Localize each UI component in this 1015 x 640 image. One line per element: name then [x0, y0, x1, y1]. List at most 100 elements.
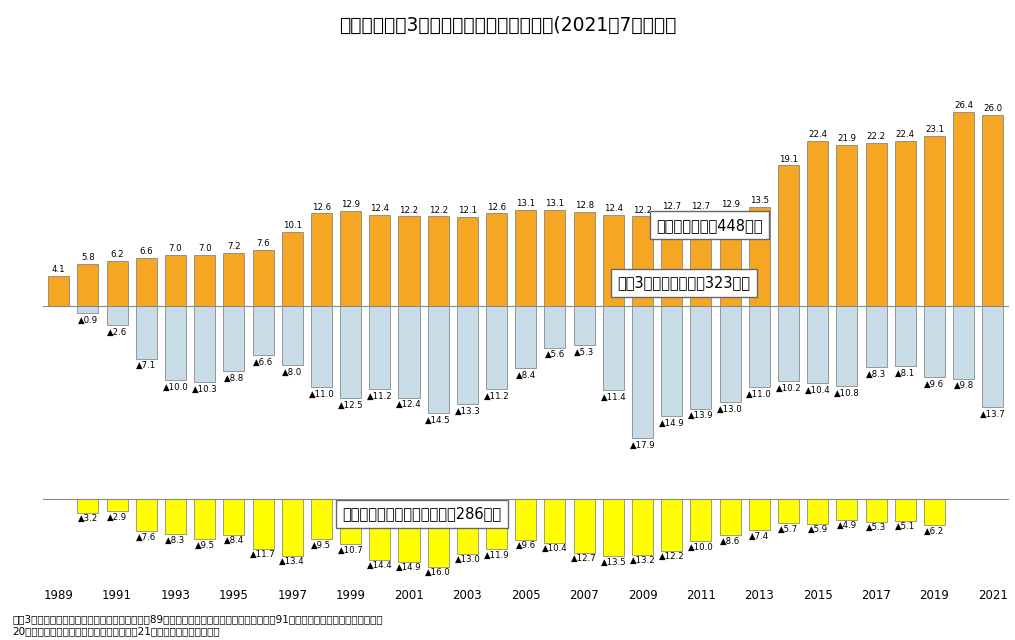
- Text: ▲5.3: ▲5.3: [866, 523, 886, 532]
- Text: ▲11.7: ▲11.7: [250, 550, 276, 559]
- Bar: [573, 307, 595, 346]
- Bar: [223, 499, 245, 534]
- Text: ▲7.4: ▲7.4: [749, 532, 769, 541]
- Bar: [836, 145, 858, 307]
- Text: ▲9.6: ▲9.6: [516, 541, 536, 550]
- Text: 1993: 1993: [160, 589, 191, 602]
- Bar: [340, 307, 361, 399]
- Text: ▲2.6: ▲2.6: [107, 328, 127, 337]
- Bar: [427, 499, 449, 567]
- Bar: [720, 211, 741, 307]
- Text: ▲10.4: ▲10.4: [805, 385, 830, 394]
- Bar: [807, 141, 828, 307]
- Bar: [107, 260, 128, 307]
- Text: 12.8: 12.8: [574, 201, 594, 210]
- Bar: [194, 499, 215, 540]
- Bar: [516, 210, 536, 307]
- Bar: [369, 307, 391, 389]
- Text: ▲14.5: ▲14.5: [425, 416, 451, 425]
- Bar: [311, 213, 332, 307]
- Text: ▲5.1: ▲5.1: [895, 522, 916, 531]
- Text: ▲17.9: ▲17.9: [629, 441, 656, 450]
- Bar: [136, 499, 156, 531]
- Bar: [516, 307, 536, 368]
- Text: 2013: 2013: [744, 589, 774, 602]
- Text: ▲8.6: ▲8.6: [720, 537, 740, 546]
- Text: 12.2: 12.2: [428, 205, 448, 214]
- Text: 法人3税の減収累計　323兆円: 法人3税の減収累計 323兆円: [617, 275, 750, 291]
- Bar: [194, 255, 215, 307]
- Text: 2003: 2003: [453, 589, 482, 602]
- Text: ▲5.9: ▲5.9: [808, 525, 828, 534]
- Text: 1991: 1991: [103, 589, 132, 602]
- Bar: [953, 307, 974, 378]
- Bar: [369, 499, 391, 560]
- Text: 21.9: 21.9: [837, 134, 857, 143]
- Bar: [253, 307, 274, 355]
- Bar: [895, 141, 916, 307]
- Bar: [399, 307, 419, 397]
- Text: 10.1: 10.1: [282, 221, 301, 230]
- Text: 19.1: 19.1: [779, 155, 798, 164]
- Text: 13.1: 13.1: [517, 199, 535, 208]
- Text: 2009: 2009: [627, 589, 658, 602]
- Bar: [983, 307, 1004, 407]
- Text: ▲8.8: ▲8.8: [223, 374, 244, 383]
- Text: 消費税、法人3税、所得税・住民税の推移(2021年7月現在）: 消費税、法人3税、所得税・住民税の推移(2021年7月現在）: [339, 16, 676, 35]
- Text: ▲6.6: ▲6.6: [253, 358, 273, 367]
- Bar: [223, 307, 245, 371]
- Text: 12.4: 12.4: [604, 204, 623, 213]
- Text: 12.4: 12.4: [370, 204, 390, 213]
- Bar: [136, 307, 156, 358]
- Text: ▲11.0: ▲11.0: [746, 390, 772, 399]
- Text: ▲8.0: ▲8.0: [282, 368, 302, 377]
- Bar: [77, 499, 98, 513]
- Bar: [427, 307, 449, 413]
- Bar: [399, 216, 419, 307]
- Text: ▲0.9: ▲0.9: [78, 316, 97, 324]
- Text: 1995: 1995: [219, 589, 249, 602]
- Text: ▲11.9: ▲11.9: [484, 550, 510, 560]
- Bar: [457, 499, 478, 554]
- Text: 7.2: 7.2: [227, 243, 241, 252]
- Bar: [632, 307, 653, 438]
- Text: 2011: 2011: [686, 589, 716, 602]
- Text: ▲14.9: ▲14.9: [396, 563, 422, 572]
- Bar: [486, 213, 508, 307]
- Text: 22.2: 22.2: [867, 132, 886, 141]
- Text: ▲2.9: ▲2.9: [107, 513, 127, 522]
- Bar: [457, 307, 478, 404]
- Text: ▲13.3: ▲13.3: [455, 407, 480, 416]
- Bar: [369, 215, 391, 307]
- Text: ▲13.0: ▲13.0: [718, 404, 743, 413]
- Bar: [427, 216, 449, 307]
- Bar: [486, 307, 508, 389]
- Text: ▲5.7: ▲5.7: [779, 524, 799, 534]
- Bar: [457, 217, 478, 307]
- Text: ▲8.4: ▲8.4: [516, 371, 536, 380]
- Bar: [544, 307, 565, 348]
- Bar: [77, 307, 98, 313]
- Text: ▲7.1: ▲7.1: [136, 361, 156, 370]
- Text: ▲13.7: ▲13.7: [979, 410, 1006, 419]
- Bar: [690, 307, 712, 409]
- Text: ▲10.0: ▲10.0: [688, 543, 714, 552]
- Bar: [253, 499, 274, 548]
- Bar: [311, 307, 332, 387]
- Bar: [661, 499, 682, 550]
- Bar: [720, 499, 741, 536]
- Text: 2015: 2015: [803, 589, 832, 602]
- Bar: [165, 499, 186, 534]
- Bar: [836, 307, 858, 386]
- Text: ▲11.0: ▲11.0: [309, 390, 334, 399]
- Text: ▲11.2: ▲11.2: [367, 392, 393, 401]
- Text: 12.7: 12.7: [691, 202, 710, 211]
- Text: ▲10.0: ▲10.0: [162, 383, 189, 392]
- Bar: [223, 253, 245, 307]
- Text: 26.4: 26.4: [954, 101, 973, 110]
- Text: ▲13.5: ▲13.5: [601, 557, 626, 566]
- Text: 13.5: 13.5: [750, 196, 769, 205]
- Bar: [720, 307, 741, 402]
- Bar: [749, 307, 769, 387]
- Text: ▲5.3: ▲5.3: [574, 348, 594, 357]
